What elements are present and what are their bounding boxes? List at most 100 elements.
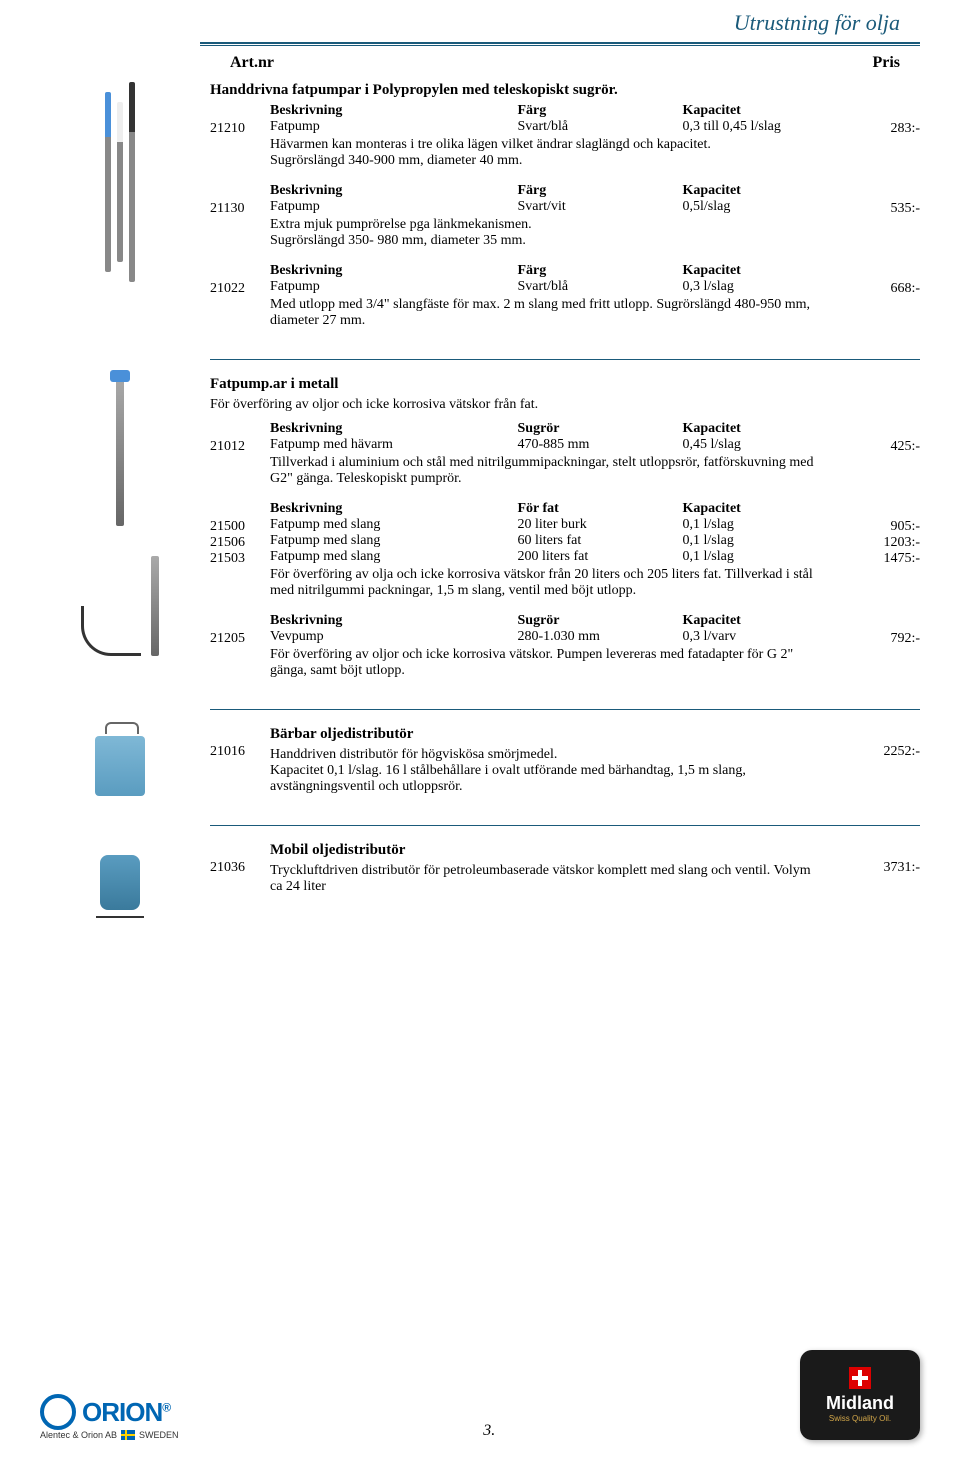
midland-sub: Swiss Quality Oil. bbox=[829, 1414, 891, 1423]
swiss-cross-icon bbox=[849, 1367, 871, 1389]
col-h2: För fat bbox=[518, 501, 683, 517]
price: 792:- bbox=[840, 613, 920, 679]
col-h2: Sugrör bbox=[518, 613, 683, 629]
product-multi: 21500 21506 21503 Beskrivning För fat Ka… bbox=[210, 501, 920, 599]
orion-ring-icon bbox=[40, 1394, 76, 1430]
label-pris: Pris bbox=[872, 54, 900, 72]
val2: Svart/blå bbox=[518, 279, 683, 295]
col-h1: Beskrivning bbox=[270, 613, 518, 629]
price: 668:- bbox=[840, 263, 920, 329]
col-h1: Beskrivning bbox=[270, 501, 518, 517]
val2: 60 liters fat bbox=[518, 533, 683, 549]
separator bbox=[210, 825, 920, 826]
body: Handdriven distributör för högviskösa sm… bbox=[270, 747, 820, 795]
title: Bärbar oljedistributör bbox=[270, 726, 820, 743]
footer: ORION® Alentec & Orion AB SWEDEN 3. Midl… bbox=[0, 1350, 960, 1440]
price: 425:- bbox=[840, 421, 920, 487]
col-h2: Färg bbox=[518, 263, 683, 279]
price: 535:- bbox=[840, 183, 920, 249]
artnr: 21016 bbox=[210, 726, 270, 795]
col-h3: Kapacitet bbox=[683, 613, 821, 629]
section2-title: Fatpump.ar i metall bbox=[210, 376, 920, 393]
note: Med utlopp med 3/4" slangfäste för max. … bbox=[270, 297, 820, 329]
price: 2252:- bbox=[840, 726, 920, 795]
val2: Svart/vit bbox=[518, 199, 683, 215]
col-h2: Färg bbox=[518, 103, 683, 119]
section-mobil: 21036 Mobil oljedistributör Tryckluftdri… bbox=[0, 832, 960, 932]
col-h3: Kapacitet bbox=[683, 501, 821, 517]
title: Mobil oljedistributör bbox=[270, 842, 820, 859]
sweden-flag-icon bbox=[121, 1430, 135, 1440]
separator bbox=[210, 709, 920, 710]
separator bbox=[210, 359, 920, 360]
artnr: 21500 bbox=[210, 519, 270, 535]
product-21012: 21012 Beskrivning Sugrör Kapacitet Fatpu… bbox=[210, 421, 920, 487]
section-polypropylen: Handdrivna fatpumpar i Polypropylen med … bbox=[0, 72, 960, 353]
note: Extra mjuk pumprörelse pga länkmekanisme… bbox=[270, 217, 820, 249]
col-h1: Beskrivning bbox=[270, 263, 518, 279]
section2-sub: För överföring av oljor och icke korrosi… bbox=[210, 397, 920, 413]
midland-text: Midland bbox=[826, 1393, 894, 1414]
note: För överföring av olja och icke korrosiv… bbox=[270, 567, 820, 599]
sweden-label: SWEDEN bbox=[139, 1430, 179, 1440]
product-21130: 21130 Beskrivning Färg Kapacitet Fatpump… bbox=[210, 183, 920, 249]
val2: 470-885 mm bbox=[518, 437, 683, 453]
col-h3: Kapacitet bbox=[683, 263, 821, 279]
val1: Vevpump bbox=[270, 629, 518, 645]
artnr: 21036 bbox=[210, 842, 270, 895]
val2: 20 liter burk bbox=[518, 517, 683, 533]
logo-orion: ORION® Alentec & Orion AB SWEDEN bbox=[40, 1394, 179, 1440]
val1: Fatpump med slang bbox=[270, 533, 518, 549]
val3: 0,1 l/slag bbox=[683, 517, 821, 533]
val3: 0,1 l/slag bbox=[683, 549, 821, 565]
product-21022: 21022 Beskrivning Färg Kapacitet Fatpump… bbox=[210, 263, 920, 329]
orion-text: ORION® bbox=[82, 1397, 170, 1428]
section-barbar: 21016 Bärbar oljedistributör Handdriven … bbox=[0, 716, 960, 819]
artnr: 21130 bbox=[210, 183, 270, 249]
artnr: 21210 bbox=[210, 103, 270, 169]
illustration-distributor bbox=[40, 726, 210, 809]
note: Tillverkad i aluminium och stål med nitr… bbox=[270, 455, 820, 487]
section-metall: Fatpump.ar i metall För överföring av ol… bbox=[0, 366, 960, 703]
val1: Fatpump med slang bbox=[270, 517, 518, 533]
page-header: Utrustning för olja bbox=[0, 0, 960, 36]
product-21210: 21210 Beskrivning Färg Kapacitet Fatpump… bbox=[210, 103, 920, 169]
price: 3731:- bbox=[840, 842, 920, 895]
val1: Fatpump med hävarm bbox=[270, 437, 518, 453]
col-h1: Beskrivning bbox=[270, 421, 518, 437]
val3: 0,3 l/slag bbox=[683, 279, 821, 295]
artnr: 21012 bbox=[210, 421, 270, 487]
top-labels: Art.nr Pris bbox=[0, 46, 960, 72]
val1: Fatpump bbox=[270, 279, 518, 295]
col-h3: Kapacitet bbox=[683, 183, 821, 199]
illustration-mobile bbox=[40, 842, 210, 922]
val2: 280-1.030 mm bbox=[518, 629, 683, 645]
illustration-metalpumps bbox=[40, 376, 210, 693]
product-21016: 21016 Bärbar oljedistributör Handdriven … bbox=[210, 726, 920, 795]
note: För överföring av oljor och icke korrosi… bbox=[270, 647, 820, 679]
illustration-polypumps bbox=[40, 82, 210, 343]
price: 905:- bbox=[840, 519, 920, 535]
col-h3: Kapacitet bbox=[683, 421, 821, 437]
label-artnr: Art.nr bbox=[230, 54, 274, 72]
val1: Fatpump med slang bbox=[270, 549, 518, 565]
val1: Fatpump bbox=[270, 199, 518, 215]
val3: 0,1 l/slag bbox=[683, 533, 821, 549]
col-h1: Beskrivning bbox=[270, 103, 518, 119]
price: 1203:- bbox=[840, 535, 920, 551]
col-h2: Färg bbox=[518, 183, 683, 199]
product-21205: 21205 Beskrivning Sugrör Kapacitet Vevpu… bbox=[210, 613, 920, 679]
val3: 0,3 l/varv bbox=[683, 629, 821, 645]
val3: 0,5l/slag bbox=[683, 199, 821, 215]
body: Tryckluftdriven distributör för petroleu… bbox=[270, 863, 820, 895]
col-h2: Sugrör bbox=[518, 421, 683, 437]
orion-sub: Alentec & Orion AB bbox=[40, 1430, 117, 1440]
val2: 200 liters fat bbox=[518, 549, 683, 565]
col-h3: Kapacitet bbox=[683, 103, 821, 119]
val3: 0,3 till 0,45 l/slag bbox=[683, 119, 821, 135]
note: Hävarmen kan monteras i tre olika lägen … bbox=[270, 137, 820, 169]
price: 1475:- bbox=[840, 551, 920, 567]
val3: 0,45 l/slag bbox=[683, 437, 821, 453]
val1: Fatpump bbox=[270, 119, 518, 135]
page-number: 3. bbox=[483, 1422, 495, 1440]
